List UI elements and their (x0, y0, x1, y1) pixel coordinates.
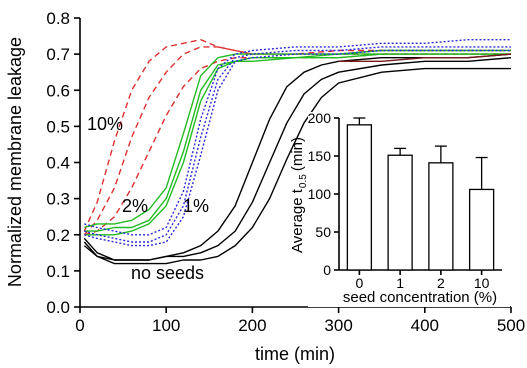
x-tick-label: 0 (75, 316, 84, 335)
x-tick-label: 100 (152, 316, 180, 335)
annotation-no-seeds: no seeds (131, 263, 204, 283)
x-tick-label: 500 (497, 316, 525, 335)
inset-x-axis-title: seed concentration (%) (343, 289, 497, 306)
inset-ticks: 0 50 100 150 200 (308, 110, 339, 278)
annotation-2pct: 2% (122, 196, 148, 216)
y-tick-label: 0.0 (46, 298, 70, 317)
inset-bar-chart: 0 50 100 150 200 0 1 2 10 seed concentration (%… (289, 110, 510, 307)
series-line-12 (83, 67, 511, 265)
inset-bar-1 (387, 154, 413, 271)
y-tick-label: 0.6 (46, 81, 70, 100)
x-tick-label: 200 (238, 316, 266, 335)
inset-bars: 0 1 2 10 (346, 117, 495, 291)
inset-x-tick-label: 10 (474, 275, 490, 291)
series-line-1 (83, 39, 511, 232)
inset-x-tick-label: 1 (396, 275, 404, 291)
x-axis-title: time (min) (255, 344, 335, 364)
inset-x-tick-label: 2 (437, 275, 445, 291)
inset-y-title-sub: 0.5 (298, 174, 309, 188)
inset-y-tick-label: 0 (323, 262, 331, 278)
main-ticks: 0 100 200 300 400 5000.00.10.20.30.40.50.60.7… (46, 9, 525, 335)
y-tick-label: 0.8 (46, 9, 70, 28)
series-line-7 (84, 39, 511, 236)
inset-bar-10 (468, 188, 495, 271)
inset-x-tick-label: 0 (355, 275, 363, 291)
series-line-8 (84, 46, 511, 243)
y-axis-title: Normalized membrane leakage (5, 37, 25, 287)
x-tick-label: 400 (411, 316, 439, 335)
inset-bar-0 (346, 124, 373, 271)
series-line-11 (83, 57, 512, 261)
inset-y-tick-label: 150 (308, 148, 332, 164)
inset-y-axis-title: Average t0.5 (min) (289, 137, 309, 253)
annotation-1pct: 1% (183, 196, 209, 216)
inset-y-title-main: Average t (289, 188, 306, 253)
series-line-13 (338, 53, 512, 62)
y-tick-label: 0.4 (46, 154, 70, 173)
inset-bar-2 (428, 162, 454, 271)
series-line-9 (84, 49, 511, 247)
y-tick-label: 0.1 (46, 262, 70, 281)
main-series (83, 39, 512, 265)
inset-y-tick-label: 200 (308, 110, 332, 126)
inset-y-tick-label: 100 (308, 186, 332, 202)
inset-y-title-unit: (min) (289, 137, 306, 171)
y-tick-label: 0.2 (46, 226, 70, 245)
annotation-10pct: 10% (87, 114, 123, 134)
y-tick-label: 0.3 (46, 190, 70, 209)
x-tick-label: 300 (324, 316, 352, 335)
y-tick-label: 0.5 (46, 117, 70, 136)
y-tick-label: 0.7 (46, 45, 70, 64)
inset-y-tick-label: 50 (315, 224, 331, 240)
